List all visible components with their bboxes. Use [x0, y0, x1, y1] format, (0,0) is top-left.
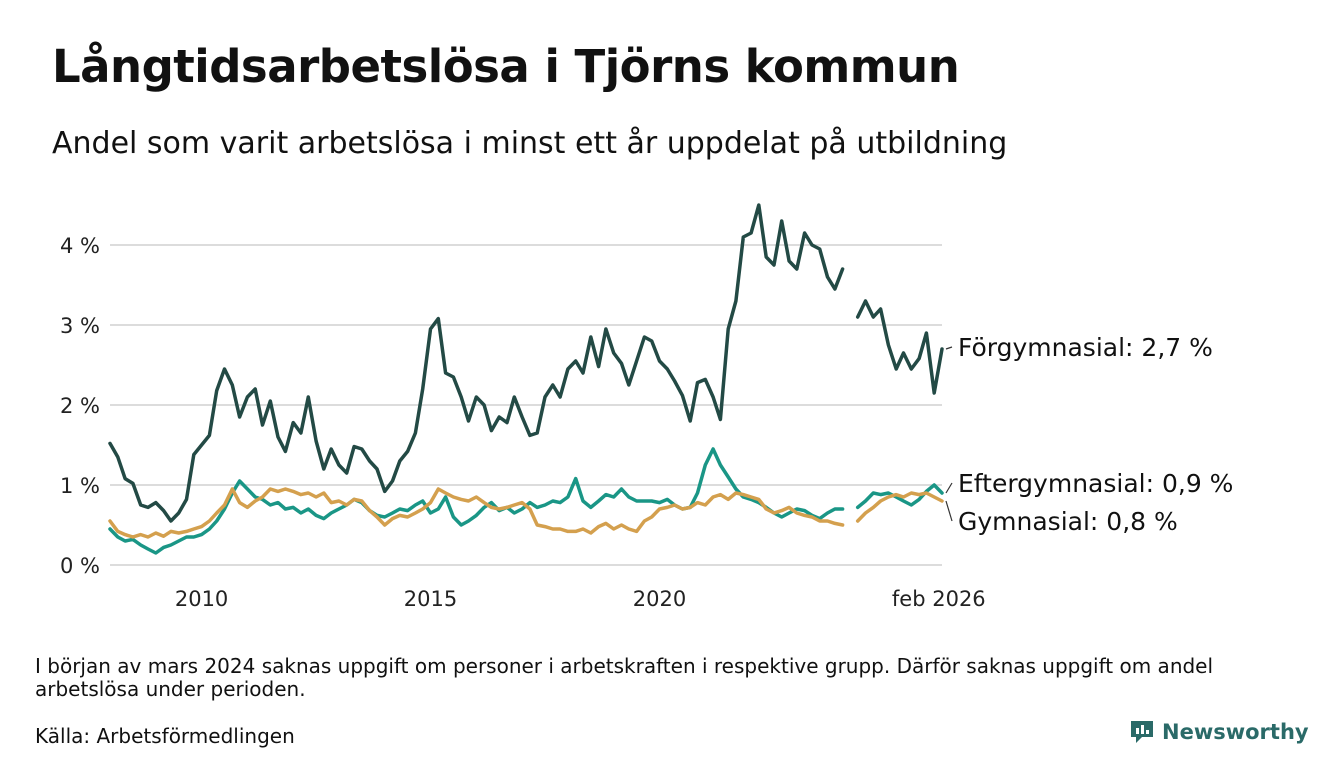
y-tick-label: 4 %	[60, 234, 100, 258]
series-line-förgymnasial	[855, 299, 944, 395]
y-tick-label: 3 %	[60, 314, 100, 338]
y-tick-label: 1 %	[60, 474, 100, 498]
label-leader	[945, 482, 953, 494]
chart-subtitle: Andel som varit arbetslösa i minst ett å…	[52, 126, 1008, 161]
series-line-gymnasial	[108, 487, 845, 539]
x-tick-label: feb 2026	[892, 587, 986, 611]
footnote: I början av mars 2024 saknas uppgift om …	[35, 654, 1214, 701]
x-tick-label: 2020	[633, 587, 686, 611]
series-end-label: Gymnasial: 0,8 %	[958, 507, 1178, 536]
series-line-förgymnasial	[108, 203, 845, 523]
series-end-label: Eftergymnasial: 0,9 %	[958, 469, 1233, 498]
series-end-label: Förgymnasial: 2,7 %	[958, 333, 1213, 362]
brand-name: Newsworthy	[1162, 720, 1309, 744]
newsworthy-icon	[1131, 721, 1153, 743]
x-tick-label: 2010	[175, 587, 228, 611]
source-text: Källa: Arbetsförmedlingen	[35, 724, 295, 748]
chart-title: Långtidsarbetslösa i Tjörns kommun	[52, 40, 960, 93]
newsworthy-logo[interactable]: Newsworthy	[1128, 718, 1309, 746]
label-leader	[945, 346, 953, 350]
series-line-gymnasial	[855, 491, 944, 523]
label-leader	[945, 500, 953, 522]
y-tick-label: 0 %	[60, 554, 100, 578]
y-tick-label: 2 %	[60, 394, 100, 418]
x-tick-label: 2015	[404, 587, 457, 611]
line-chart: 0 % 1 % 2 % 3 % 4 % 2010 2015 2020 feb 2026 Förgy…	[60, 203, 1233, 611]
series-line-eftergymnasial	[855, 483, 944, 510]
series-line-eftergymnasial	[108, 447, 845, 555]
